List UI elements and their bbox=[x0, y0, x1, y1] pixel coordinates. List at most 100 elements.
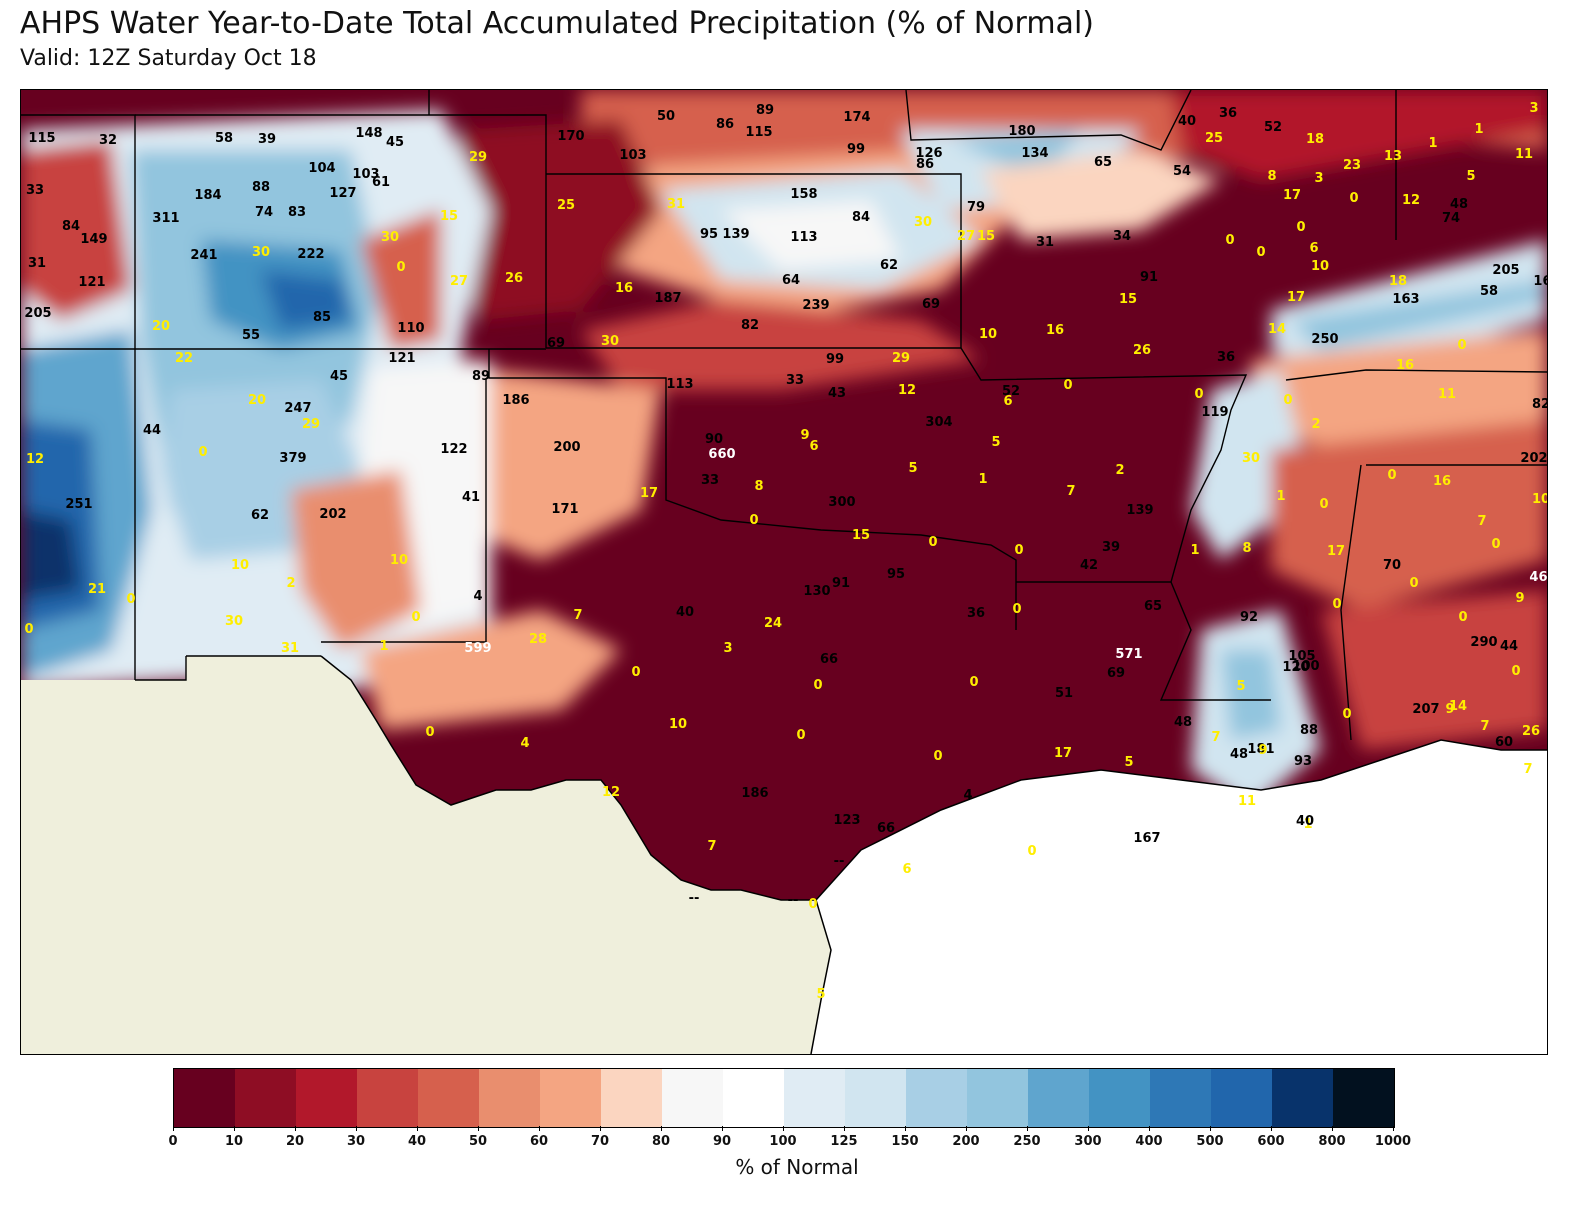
station-value-label: 0 bbox=[969, 675, 978, 690]
station-value-label: 91 bbox=[1140, 270, 1158, 285]
station-value-label: 99 bbox=[847, 142, 865, 157]
station-value-label: 30 bbox=[225, 614, 243, 629]
station-value-label: 0 bbox=[1319, 497, 1328, 512]
colorbar-tick-mark bbox=[1271, 1126, 1272, 1131]
colorbar-tick-label: 90 bbox=[712, 1134, 732, 1149]
station-value-label: 17 bbox=[1287, 290, 1305, 305]
station-value-label: 12 bbox=[1402, 193, 1420, 208]
station-value-label: 90 bbox=[705, 432, 723, 447]
colorbar-segment bbox=[967, 1069, 1028, 1127]
station-value-label: 250 bbox=[1311, 332, 1338, 347]
colorbar-tick-label: 40 bbox=[407, 1134, 427, 1149]
station-value-label: 186 bbox=[741, 786, 768, 801]
station-value-label: 379 bbox=[279, 451, 306, 466]
station-value-label: 33 bbox=[26, 183, 44, 198]
station-value-label: 5 bbox=[908, 461, 917, 476]
station-value-label: 89 bbox=[472, 369, 490, 384]
station-value-label: 42 bbox=[1080, 558, 1098, 573]
station-value-label: 45 bbox=[330, 369, 348, 384]
station-value-label: 10 bbox=[669, 717, 687, 732]
station-value-label: 6 bbox=[809, 439, 818, 454]
station-value-label: 7 bbox=[1480, 719, 1489, 734]
station-value-label: 0 bbox=[24, 622, 33, 637]
valid-time-subtitle: Valid: 12Z Saturday Oct 18 bbox=[20, 46, 317, 71]
station-value-label: 12 bbox=[602, 785, 620, 800]
station-value-label: 26 bbox=[505, 271, 523, 286]
station-value-label: 174 bbox=[843, 110, 870, 125]
station-value-label: 0 bbox=[1511, 664, 1520, 679]
station-value-label: 16 bbox=[1396, 358, 1414, 373]
station-value-label: 187 bbox=[654, 291, 681, 306]
station-value-label: 15 bbox=[440, 209, 458, 224]
colorbar-tick-label: 50 bbox=[468, 1134, 488, 1149]
station-value-label: 5 bbox=[991, 435, 1000, 450]
station-value-label: 66 bbox=[877, 821, 895, 836]
station-value-label: 29 bbox=[302, 417, 320, 432]
colorbar-tick-mark bbox=[173, 1126, 174, 1131]
station-value-label: 121 bbox=[78, 275, 105, 290]
station-value-label: 5 bbox=[816, 987, 825, 1002]
station-value-label: 93 bbox=[1294, 754, 1312, 769]
station-value-label: 40 bbox=[1178, 114, 1196, 129]
station-value-label: 41 bbox=[462, 490, 480, 505]
station-value-label: 130 bbox=[803, 584, 830, 599]
station-value-label: 58 bbox=[215, 131, 233, 146]
station-value-label: -- bbox=[788, 893, 799, 908]
station-value-label: 0 bbox=[1027, 844, 1036, 859]
station-value-label: 139 bbox=[1126, 503, 1153, 518]
station-value-label: 4 bbox=[520, 736, 529, 751]
station-value-label: 45 bbox=[386, 135, 404, 150]
station-value-label: 200 bbox=[553, 440, 580, 455]
station-value-label: 5 bbox=[1124, 755, 1133, 770]
station-value-label: 1 bbox=[1474, 122, 1483, 137]
station-value-label: 1 bbox=[1428, 136, 1437, 151]
colorbar-tick-label: 150 bbox=[891, 1134, 919, 1149]
colorbar-tick-mark bbox=[1027, 1126, 1028, 1131]
colorbar-tick-label: 600 bbox=[1257, 1134, 1285, 1149]
station-value-label: 39 bbox=[258, 132, 276, 147]
station-value-label: 61 bbox=[372, 175, 390, 190]
station-value-label: 0 bbox=[1296, 220, 1305, 235]
station-value-label: 66 bbox=[820, 652, 838, 667]
station-value-label: 84 bbox=[62, 219, 80, 234]
station-value-label: 69 bbox=[547, 336, 565, 351]
station-value-label: 23 bbox=[1343, 158, 1361, 173]
station-value-label: 84 bbox=[852, 210, 870, 225]
station-value-label: 99 bbox=[826, 352, 844, 367]
gulf-of-mexico bbox=[811, 740, 1547, 1054]
colorbar-tick-mark bbox=[1088, 1126, 1089, 1131]
station-value-label: 62 bbox=[880, 258, 898, 273]
station-value-label: 20 bbox=[152, 319, 170, 334]
colorbar-tick-label: 30 bbox=[346, 1134, 366, 1149]
colorbar-segment bbox=[357, 1069, 418, 1127]
colorbar-tick-mark bbox=[783, 1126, 784, 1131]
station-value-label: 6 bbox=[1003, 394, 1012, 409]
colorbar-segment bbox=[1028, 1069, 1089, 1127]
station-value-label: 0 bbox=[1409, 576, 1418, 591]
colorbar-tick-label: 500 bbox=[1196, 1134, 1224, 1149]
station-value-label: 0 bbox=[1349, 191, 1358, 206]
station-value-label: 6 bbox=[902, 862, 911, 877]
station-value-label: 11 bbox=[1515, 147, 1533, 162]
station-value-label: 0 bbox=[1063, 378, 1072, 393]
colorbar-tick-label: 250 bbox=[1013, 1134, 1041, 1149]
station-value-label: 0 bbox=[1387, 468, 1396, 483]
station-value-label: 10 bbox=[1311, 259, 1329, 274]
station-value-label: 86 bbox=[716, 117, 734, 132]
station-value-label: 8 bbox=[1242, 541, 1251, 556]
station-value-label: 29 bbox=[469, 150, 487, 165]
colorbar-tick-mark bbox=[1210, 1126, 1211, 1131]
station-value-label: 48 bbox=[1174, 715, 1192, 730]
station-value-label: 82 bbox=[1532, 397, 1547, 412]
station-value-label: 1 bbox=[1276, 489, 1285, 504]
station-value-label: 9 bbox=[1445, 702, 1454, 717]
station-value-label: 0 bbox=[411, 610, 420, 625]
station-value-label: 22 bbox=[175, 351, 193, 366]
colorbar-tick-label: 1000 bbox=[1374, 1134, 1412, 1149]
colorbar-tick-mark bbox=[478, 1126, 479, 1131]
colorbar-segment bbox=[1150, 1069, 1211, 1127]
station-value-label: 115 bbox=[745, 125, 772, 140]
station-value-label: 43 bbox=[828, 386, 846, 401]
station-value-label: 89 bbox=[756, 103, 774, 118]
colorbar-label: % of Normal bbox=[735, 1155, 859, 1179]
